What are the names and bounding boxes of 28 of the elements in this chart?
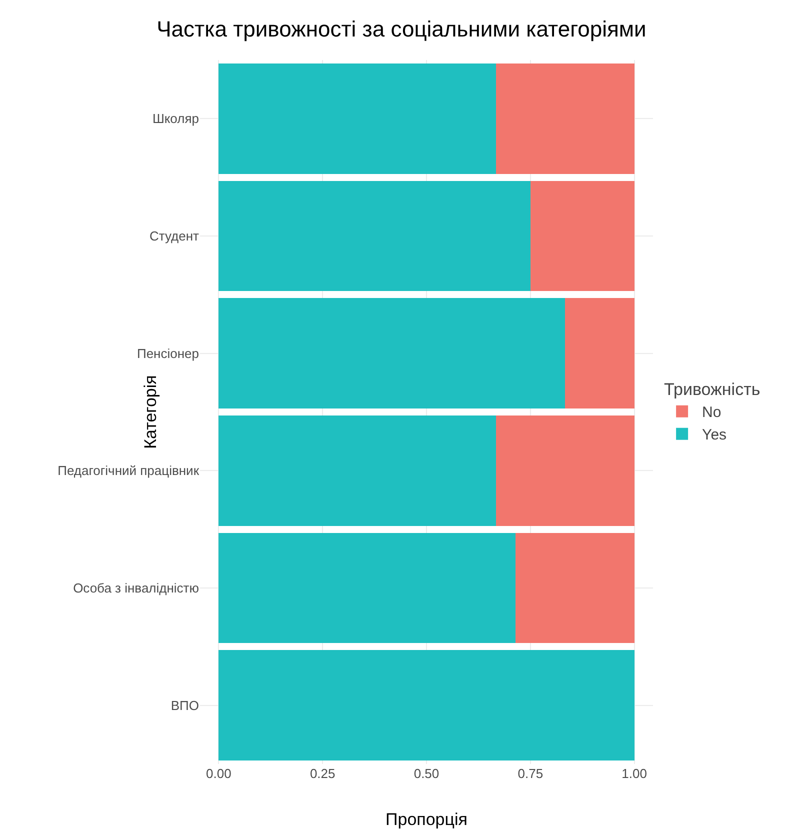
bar — [218, 532, 516, 644]
bar — [515, 532, 634, 644]
bar — [218, 64, 496, 174]
y-tick-label: ВПО — [170, 698, 199, 713]
legend-label: No — [702, 404, 722, 422]
chart-title: Частка тривожності за соціальними категоріями — [156, 16, 646, 42]
bar — [496, 64, 634, 174]
x-tick-label: 0.00 — [206, 766, 232, 781]
bar — [218, 298, 565, 408]
y-tick-label: Студент — [149, 228, 200, 244]
y-tick-label: Школяр — [152, 111, 199, 126]
x-tick-label: 0.25 — [310, 766, 336, 781]
x-tick-label: 1.00 — [622, 766, 647, 781]
bar — [496, 416, 634, 526]
bar — [218, 416, 496, 526]
x-tick-label: 0.75 — [518, 766, 544, 781]
y-tick-label: Пенсіонер — [136, 346, 199, 361]
y-tick-label: Педагогічний працівник — [58, 463, 200, 478]
legend-label: Yes — [702, 426, 727, 444]
bar — [218, 180, 530, 292]
bar — [218, 650, 634, 760]
x-tick-label: 0.50 — [414, 766, 440, 781]
bar — [530, 180, 634, 292]
bar — [564, 298, 634, 408]
legend-title: Тривожність — [664, 380, 760, 400]
x-axis-title: Пропорція — [386, 810, 468, 829]
y-axis-title: Категорія — [141, 375, 160, 449]
y-tick-label: Особа з інвалідністю — [73, 580, 200, 596]
